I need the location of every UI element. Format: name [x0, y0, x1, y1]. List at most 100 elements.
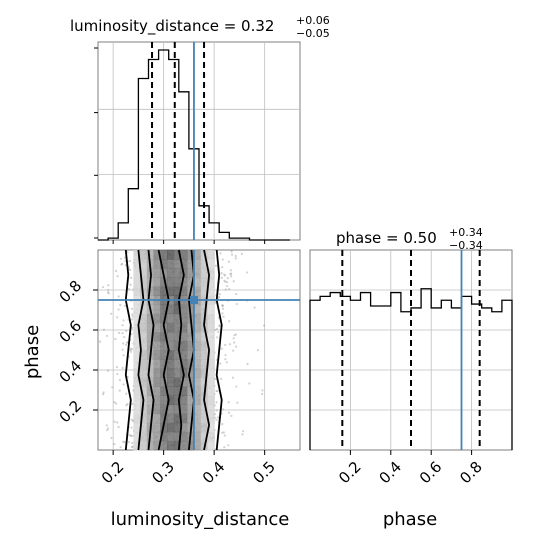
p10-point-1303: [221, 431, 224, 434]
p10-cell-6-8: [187, 386, 195, 396]
p10-point-30: [117, 331, 121, 334]
p10-cell-6-1: [140, 386, 148, 396]
p10-cell-17-2: [146, 286, 155, 296]
p10-point-669: [106, 369, 109, 372]
p10-point-262: [116, 421, 119, 424]
p10-point-769: [121, 348, 124, 351]
p10-cell-2-0: [133, 422, 141, 433]
p10-cell-4-7: [180, 404, 188, 415]
p10-point-398: [119, 446, 122, 449]
p10-point-1032: [110, 436, 113, 440]
p10-cell-13-6: [173, 322, 181, 333]
p10-cell-17-3: [153, 286, 161, 296]
p10-point-1381: [228, 343, 231, 346]
p10-point-1071: [124, 264, 127, 267]
p10-point-455: [131, 348, 134, 351]
p10-cell-13-7: [180, 322, 188, 333]
p10-point-542: [227, 287, 231, 291]
p10-xticklabel-3: 0.5: [249, 458, 279, 488]
p10-cell-12-7: [180, 331, 188, 342]
p10-cell-10-8: [187, 350, 195, 360]
p10-point-478: [107, 284, 110, 287]
p10-cell-12-10: [200, 331, 208, 342]
p10-cell-2-11: [207, 422, 215, 433]
p10-cell-8-9: [193, 368, 202, 378]
p00-frame: [97, 41, 301, 241]
p10-point-94: [129, 283, 132, 286]
p10-point-1393: [127, 441, 130, 444]
p10-point-529: [216, 389, 219, 393]
p10-cell-15-4: [160, 304, 168, 315]
p10-cell-18-1: [140, 277, 148, 287]
p10-cell-13-0: [133, 322, 141, 333]
p10-cell-10-1: [140, 350, 148, 360]
p10-cell-17-10: [200, 286, 208, 296]
p10-cell-3-9: [193, 413, 202, 424]
p10-point-841: [215, 336, 219, 339]
p10-point-611: [220, 276, 223, 279]
p10-point-1220: [231, 376, 235, 379]
p10-point-552: [230, 275, 233, 278]
p10-cell-7-5: [167, 377, 175, 387]
p10-cell-14-6: [173, 313, 181, 324]
p10-cell-20-11: [207, 259, 215, 269]
p10-point-1113: [221, 304, 224, 307]
p10-cell-1-0: [133, 431, 141, 442]
p10-cell-12-11: [207, 331, 215, 342]
title-luminosity-distance-minus: −0.05: [296, 27, 330, 40]
p10-point-410: [116, 316, 119, 319]
p10-cell-8-10: [200, 368, 208, 378]
p10-cell-14-7: [180, 313, 188, 324]
p10-cell-4-2: [146, 404, 155, 415]
p10-cell-11-11: [207, 340, 215, 351]
p10-cell-1-10: [200, 431, 208, 442]
p10-cell-20-10: [200, 259, 208, 269]
p10-point-1143: [130, 318, 134, 321]
p10-cell-9-7: [180, 359, 188, 369]
p11-xticklabel-3: 0.8: [456, 458, 486, 488]
p10-cell-1-4: [160, 431, 168, 442]
p10-cell-8-6: [173, 368, 181, 378]
p10-cell-3-4: [160, 413, 168, 424]
p10-point-89: [218, 325, 221, 328]
p10-point-1111: [214, 264, 217, 267]
p10-point-1200: [120, 263, 123, 266]
p10-cell-2-5: [167, 422, 175, 433]
p10-cell-0-3: [153, 440, 161, 451]
p10-cell-5-6: [173, 395, 181, 406]
p10-cell-21-2: [146, 250, 155, 260]
p10-point-711: [261, 392, 264, 396]
p10-point-716: [242, 430, 245, 433]
p10-cell-19-11: [207, 268, 215, 278]
p10-cell-18-10: [200, 277, 208, 287]
panel-hist-phase: [309, 249, 513, 451]
p10-cell-1-9: [193, 431, 202, 442]
p10-cell-21-3: [153, 250, 161, 260]
p10-cell-15-5: [167, 304, 175, 315]
p10-yticklabel-1: 0.4: [56, 357, 86, 387]
p10-point-1046: [223, 434, 226, 437]
p10-point-112: [224, 280, 227, 283]
p10-cell-4-3: [153, 404, 161, 415]
p10-cell-5-5: [167, 395, 175, 406]
p10-cell-10-11: [207, 350, 215, 360]
p10-point-1360: [121, 332, 124, 335]
p10-point-290: [230, 414, 233, 417]
p10-point-1020: [214, 377, 217, 381]
p10-cell-13-2: [146, 322, 155, 333]
p10-point-1298: [221, 307, 225, 310]
p10-cell-2-1: [140, 422, 148, 433]
p10-contour-2-left: [147, 249, 155, 451]
p10-point-1350: [218, 293, 221, 296]
p10-cell-0-4: [160, 440, 168, 451]
p10-point-1307: [118, 379, 122, 382]
p10-cell-18-0: [133, 277, 141, 287]
p10-point-456: [131, 402, 134, 405]
p10-cell-14-2: [146, 313, 155, 324]
p10-cell-19-3: [153, 268, 161, 278]
p10-point-914: [120, 262, 124, 265]
p10-cell-9-11: [207, 359, 215, 369]
p10-contour-1-left: [157, 249, 170, 451]
p10-cell-19-0: [133, 268, 141, 278]
p10-cell-2-10: [200, 422, 208, 433]
